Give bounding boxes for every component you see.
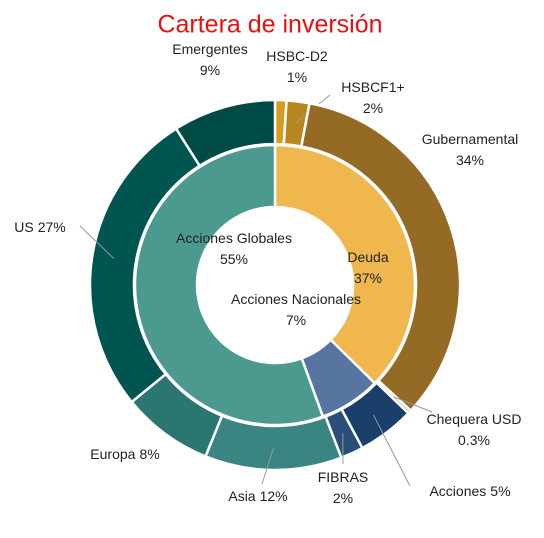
category-label: Asia (228, 488, 255, 504)
category-label: Emergentes (172, 41, 247, 57)
value-label: 9% (200, 62, 220, 78)
value-label: 7% (286, 312, 306, 328)
value-label: 37% (354, 270, 382, 286)
category-label: Acciones Nacionales (231, 291, 361, 307)
category-label: Acciones Globales (176, 230, 292, 246)
slice-label: Emergentes 9% (172, 41, 247, 78)
value-label: 34% (456, 152, 484, 168)
category-label: Gubernamental (422, 131, 519, 147)
category-label: HSBC-D2 (266, 48, 328, 64)
category-label: HSBCF1+ (341, 79, 404, 95)
value-label: 27% (38, 219, 66, 235)
value-label: 55% (220, 251, 248, 267)
value-label: 5% (490, 483, 510, 499)
slice-label: HSBC-D2 1% (266, 48, 328, 85)
category-label: Deuda (347, 249, 388, 265)
category-label: US (14, 219, 33, 235)
value-label: 1% (287, 69, 307, 85)
slice-label: Acciones Nacionales 7% (231, 291, 361, 328)
value-label: 2% (363, 100, 383, 116)
category-label: Europa (90, 446, 135, 462)
value-label: 2% (333, 490, 353, 506)
value-label: 12% (260, 488, 288, 504)
category-label: Chequera USD (427, 411, 522, 427)
chart-title: Cartera de inversión (157, 11, 382, 39)
value-label: 0.3% (458, 432, 490, 448)
value-label: 8% (139, 446, 159, 462)
slice-label: Chequera USD 0.3% (427, 411, 522, 448)
slice-label: Asia 12% (228, 488, 287, 504)
slice-label: FIBRAS 2% (318, 469, 369, 506)
slice-label: US 27% (14, 219, 65, 235)
slice-label: Gubernamental 34% (422, 131, 519, 168)
category-label: FIBRAS (318, 469, 369, 485)
slice-label: HSBCF1+ 2% (341, 79, 404, 116)
category-label: Acciones (429, 483, 486, 499)
